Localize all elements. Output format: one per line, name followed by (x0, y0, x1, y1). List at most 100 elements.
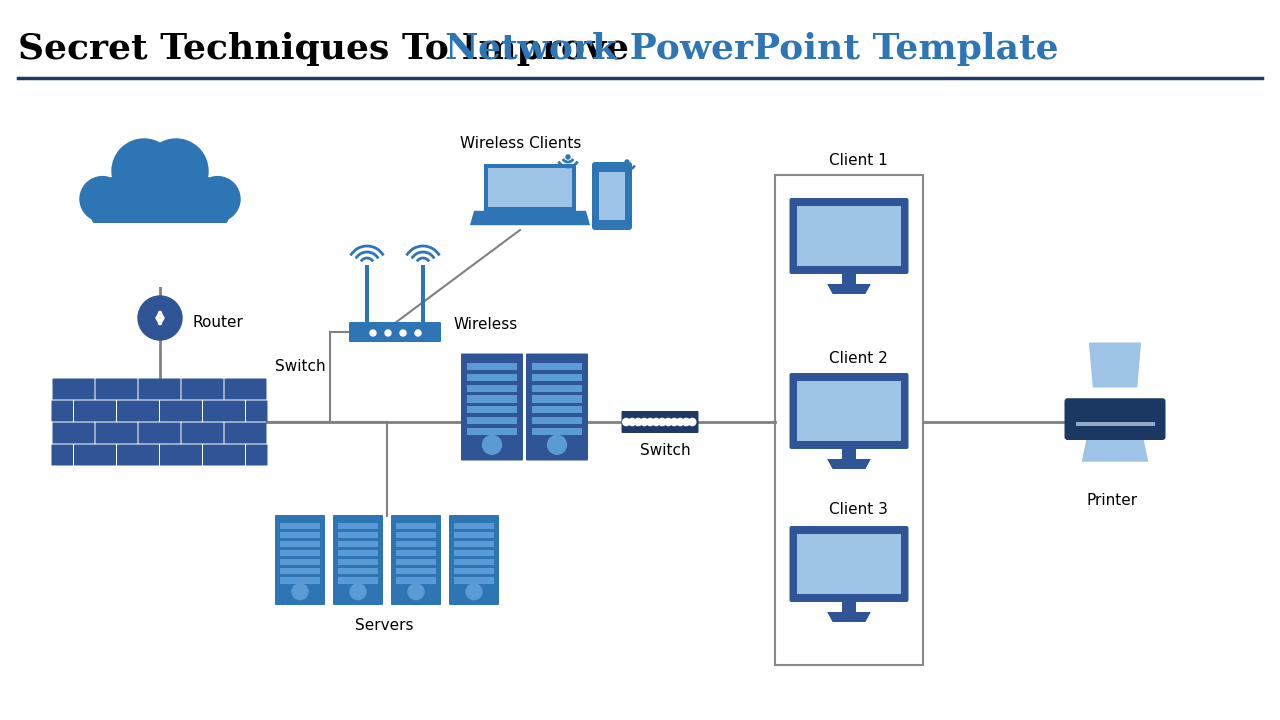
FancyBboxPatch shape (246, 444, 268, 466)
Bar (454, 559, 494, 565)
Bar (531, 384, 582, 392)
Bar (531, 428, 582, 435)
FancyBboxPatch shape (622, 411, 699, 433)
Bar (72, 223, 248, 287)
Bar (338, 532, 378, 539)
Circle shape (677, 418, 684, 426)
Circle shape (689, 418, 696, 426)
Circle shape (399, 330, 406, 336)
Bar (1075, 422, 1155, 426)
FancyBboxPatch shape (224, 423, 266, 444)
Circle shape (646, 418, 654, 426)
Bar (421, 265, 425, 323)
Circle shape (415, 330, 421, 336)
Bar (396, 559, 436, 565)
Bar (338, 577, 378, 583)
FancyBboxPatch shape (390, 515, 442, 605)
Circle shape (370, 330, 376, 336)
Circle shape (292, 584, 308, 600)
Bar (396, 568, 436, 575)
Circle shape (169, 176, 230, 238)
Bar (396, 532, 436, 539)
Bar (531, 374, 582, 381)
Circle shape (628, 418, 636, 426)
Bar (280, 568, 320, 575)
FancyBboxPatch shape (224, 379, 266, 400)
Bar (280, 577, 320, 583)
Bar (338, 550, 378, 557)
Bar (396, 541, 436, 547)
Bar (842, 600, 856, 612)
FancyBboxPatch shape (96, 423, 137, 444)
Circle shape (653, 418, 660, 426)
Polygon shape (827, 459, 870, 469)
FancyBboxPatch shape (204, 400, 244, 421)
Bar (531, 363, 582, 370)
FancyBboxPatch shape (204, 444, 244, 466)
FancyBboxPatch shape (116, 444, 159, 466)
Bar (531, 417, 582, 424)
Text: Switch: Switch (275, 359, 325, 374)
Bar (280, 550, 320, 557)
Bar (467, 363, 517, 370)
FancyBboxPatch shape (182, 423, 224, 444)
Bar (454, 541, 494, 547)
FancyBboxPatch shape (461, 354, 524, 461)
Text: Printer: Printer (1087, 492, 1138, 508)
Bar (467, 406, 517, 413)
Bar (454, 550, 494, 557)
Circle shape (659, 418, 666, 426)
Bar (467, 417, 517, 424)
FancyBboxPatch shape (333, 515, 383, 605)
FancyBboxPatch shape (74, 444, 116, 466)
Circle shape (385, 330, 390, 336)
Bar (280, 541, 320, 547)
Bar (467, 374, 517, 381)
Bar (797, 206, 901, 266)
Bar (396, 577, 436, 583)
FancyBboxPatch shape (160, 400, 202, 421)
Text: Router: Router (192, 315, 243, 330)
Bar (338, 568, 378, 575)
Circle shape (120, 147, 200, 227)
Bar (280, 523, 320, 529)
Polygon shape (470, 211, 590, 225)
Circle shape (664, 418, 672, 426)
FancyBboxPatch shape (182, 379, 224, 400)
Circle shape (195, 176, 241, 222)
Text: Client 2: Client 2 (829, 351, 888, 366)
Bar (797, 534, 901, 594)
FancyBboxPatch shape (246, 400, 268, 421)
Text: Switch: Switch (640, 443, 691, 457)
Circle shape (408, 584, 424, 600)
Text: Network PowerPoint Template: Network PowerPoint Template (445, 32, 1059, 66)
FancyBboxPatch shape (160, 444, 202, 466)
Bar (531, 395, 582, 402)
FancyBboxPatch shape (138, 379, 180, 400)
FancyBboxPatch shape (116, 400, 159, 421)
Polygon shape (1082, 438, 1148, 462)
Circle shape (622, 418, 630, 426)
FancyBboxPatch shape (51, 400, 73, 421)
Polygon shape (827, 612, 870, 622)
Bar (454, 568, 494, 575)
Bar (365, 265, 369, 323)
Circle shape (566, 155, 570, 159)
FancyBboxPatch shape (790, 198, 909, 274)
Polygon shape (827, 284, 870, 294)
FancyBboxPatch shape (1065, 398, 1166, 440)
Bar (338, 559, 378, 565)
Bar (797, 381, 901, 441)
Bar (774, 175, 923, 665)
Bar (396, 523, 436, 529)
Circle shape (128, 187, 192, 251)
FancyBboxPatch shape (275, 515, 325, 605)
Bar (531, 406, 582, 413)
Bar (396, 550, 436, 557)
Bar (599, 172, 625, 220)
Bar (467, 395, 517, 402)
Text: Client 1: Client 1 (829, 153, 888, 168)
FancyBboxPatch shape (138, 423, 180, 444)
Circle shape (483, 436, 502, 454)
Bar (338, 541, 378, 547)
